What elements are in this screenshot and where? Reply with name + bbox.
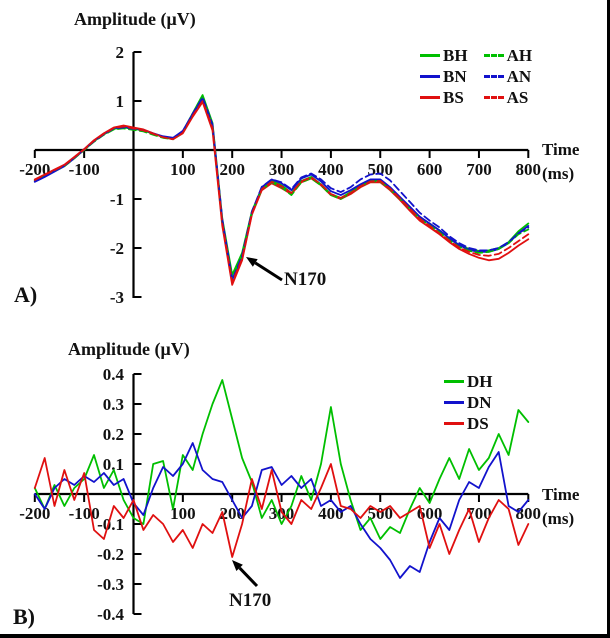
legend-item-DN: DN [444,392,493,412]
panel-a-x-tick-label: 400 [318,160,344,179]
panel-b-y-tick-label: 0.2 [103,425,124,444]
panel-a-x-tick-label: 700 [466,160,492,179]
panel-b-x-tick-label: 200 [219,504,245,523]
legend-item-AH: AH [483,45,533,65]
panel-a-y-tick-label: -2 [110,239,124,258]
panel-b-y-tick-label: -0.1 [97,515,124,534]
series-DS-line [33,457,530,558]
legend-swatch-AS [483,96,504,99]
panel-a-x-tick-label: 100 [170,160,196,179]
panel-a-x-tick-label: -100 [69,160,100,179]
legend-label-BH: BH [443,45,468,65]
panel-b-time-label: Time [542,485,580,504]
panel-a-time-label: Time [542,140,580,159]
legend-swatch-DN [444,401,464,404]
legend-swatch-DS [444,422,464,425]
legend-item-DH: DH [444,371,493,391]
panel-b-y-tick-label: -0.4 [97,605,124,624]
panel-b-x-tick-label: -100 [69,504,100,523]
series-BH-line [33,94,530,276]
legend-swatch-BH [420,54,440,57]
legend-item-BH: BH [420,45,468,65]
panel-b-n170-annotation: N170 [229,590,272,611]
panel-a-y-tick-label: 1 [116,92,125,111]
panel-a-x-tick-label: -200 [19,160,50,179]
panel-a-n170-annotation: N170 [284,269,327,290]
panel-a-n170-arrow [254,261,283,282]
panel-b-n170-arrow-head [232,560,243,572]
legend-item-AS: AS [483,87,533,107]
legend-label-AS: AS [506,87,529,107]
panel-a-x-tick-label: 500 [368,160,394,179]
legend-item-BN: BN [420,66,468,86]
panel-b-x-tick-label: -200 [19,504,50,523]
legend-swatch-BS [420,96,440,99]
panel-b-y-axis-title: Amplitude (μV) [68,339,190,359]
panel-b-n170-arrow [238,566,259,588]
legend-swatch-AN [483,75,504,78]
series-AN-line [33,96,530,281]
panel-b-legend: DH DN DS [444,371,493,433]
legend-label-AH: AH [506,45,533,65]
panel-a-y-tick-label: -3 [110,288,124,307]
legend-swatch-DH [444,380,464,383]
panel-b-y-tick-label: -0.2 [97,545,124,564]
panel-b-x-tick-label: 800 [516,504,542,523]
panel-b-x-tick-label: 100 [170,504,196,523]
panel-a-x-tick-label: 200 [219,160,245,179]
panel-b-y-tick-label: 0.4 [103,365,125,384]
panel-b-letter: B) [13,604,35,629]
panel-a-y-axis-title: Amplitude (μV) [74,9,196,29]
legend-label-BN: BN [443,66,467,86]
panel-a-y-tick-label: -1 [110,190,124,209]
panel-b-y-tick-label: 0.3 [103,395,124,414]
panel-b-x-tick-label: 400 [318,504,344,523]
legend-swatch-AH [483,54,504,57]
legend-label-AN: AN [506,66,532,86]
panel-b-y-tick-label: 0.1 [103,455,124,474]
panel-b-y-tick-label: -0.3 [97,575,124,594]
panel-a-letter: A) [14,282,38,307]
series-DN-line [33,442,530,579]
panel-a-y-tick-label: 2 [116,43,125,62]
panel-a-x-tick-label: 300 [269,160,295,179]
panel-a-time-unit: (ms) [542,164,575,183]
panel-a-n170-arrow-head [246,257,258,267]
panel-a-legend: BH AH BN AN BS AS [420,45,533,107]
legend-label-DN: DN [467,392,492,412]
panel-b-time-unit: (ms) [542,509,575,528]
series-AS-line [33,100,530,284]
legend-swatch-BN [420,75,440,78]
series-DH-line [33,379,530,540]
legend-item-DS: DS [444,413,493,433]
panel-a-x-tick-label: 800 [516,160,542,179]
legend-label-DS: DS [467,413,489,433]
panel-a-x-tick-label: 600 [417,160,443,179]
legend-label-BS: BS [443,87,464,107]
legend-item-BS: BS [420,87,468,107]
series-BS-line [33,101,530,286]
legend-label-DH: DH [467,371,493,391]
legend-item-AN: AN [483,66,533,86]
